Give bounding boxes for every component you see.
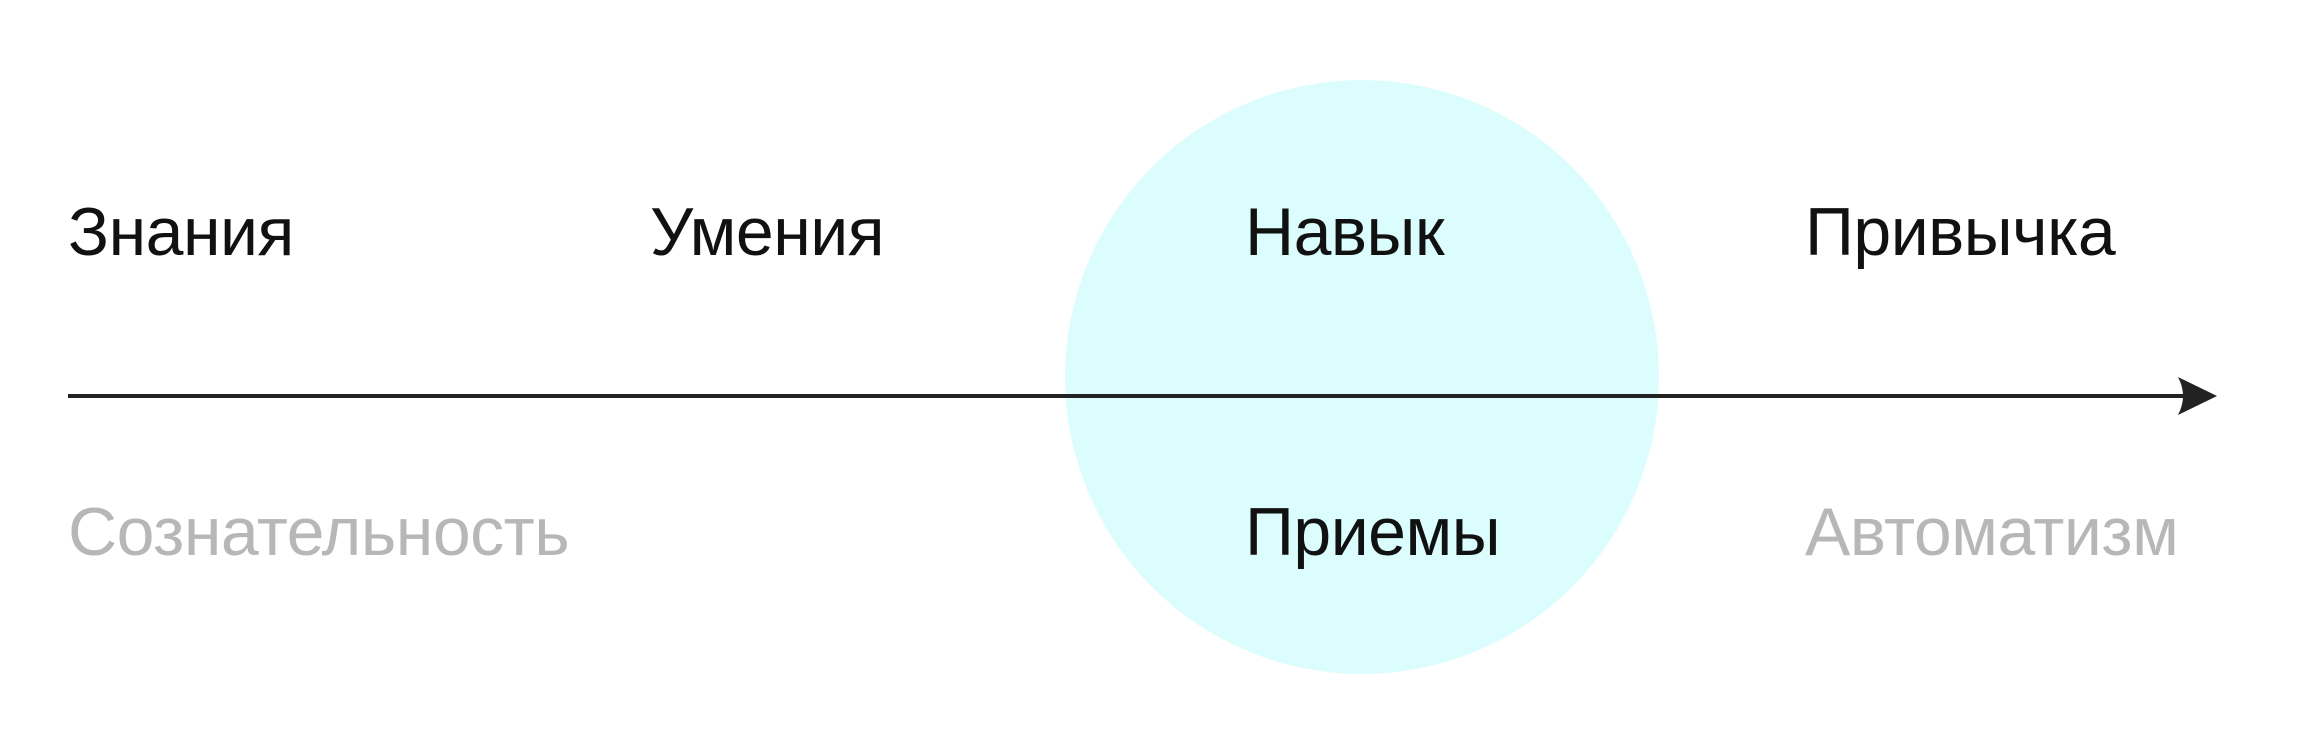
arrow-right-icon (2178, 377, 2217, 415)
skill-highlight-circle (1065, 80, 1659, 674)
quality-consciousness: Сознательность (68, 494, 570, 570)
stage-habit: Привычка (1805, 194, 2116, 270)
stage-abilities: Умения (650, 194, 885, 270)
quality-automatism: Автоматизм (1805, 494, 2179, 570)
quality-techniques: Приемы (1245, 494, 1501, 570)
stage-knowledge: Знания (68, 194, 294, 270)
stage-skill: Навык (1245, 194, 1445, 270)
